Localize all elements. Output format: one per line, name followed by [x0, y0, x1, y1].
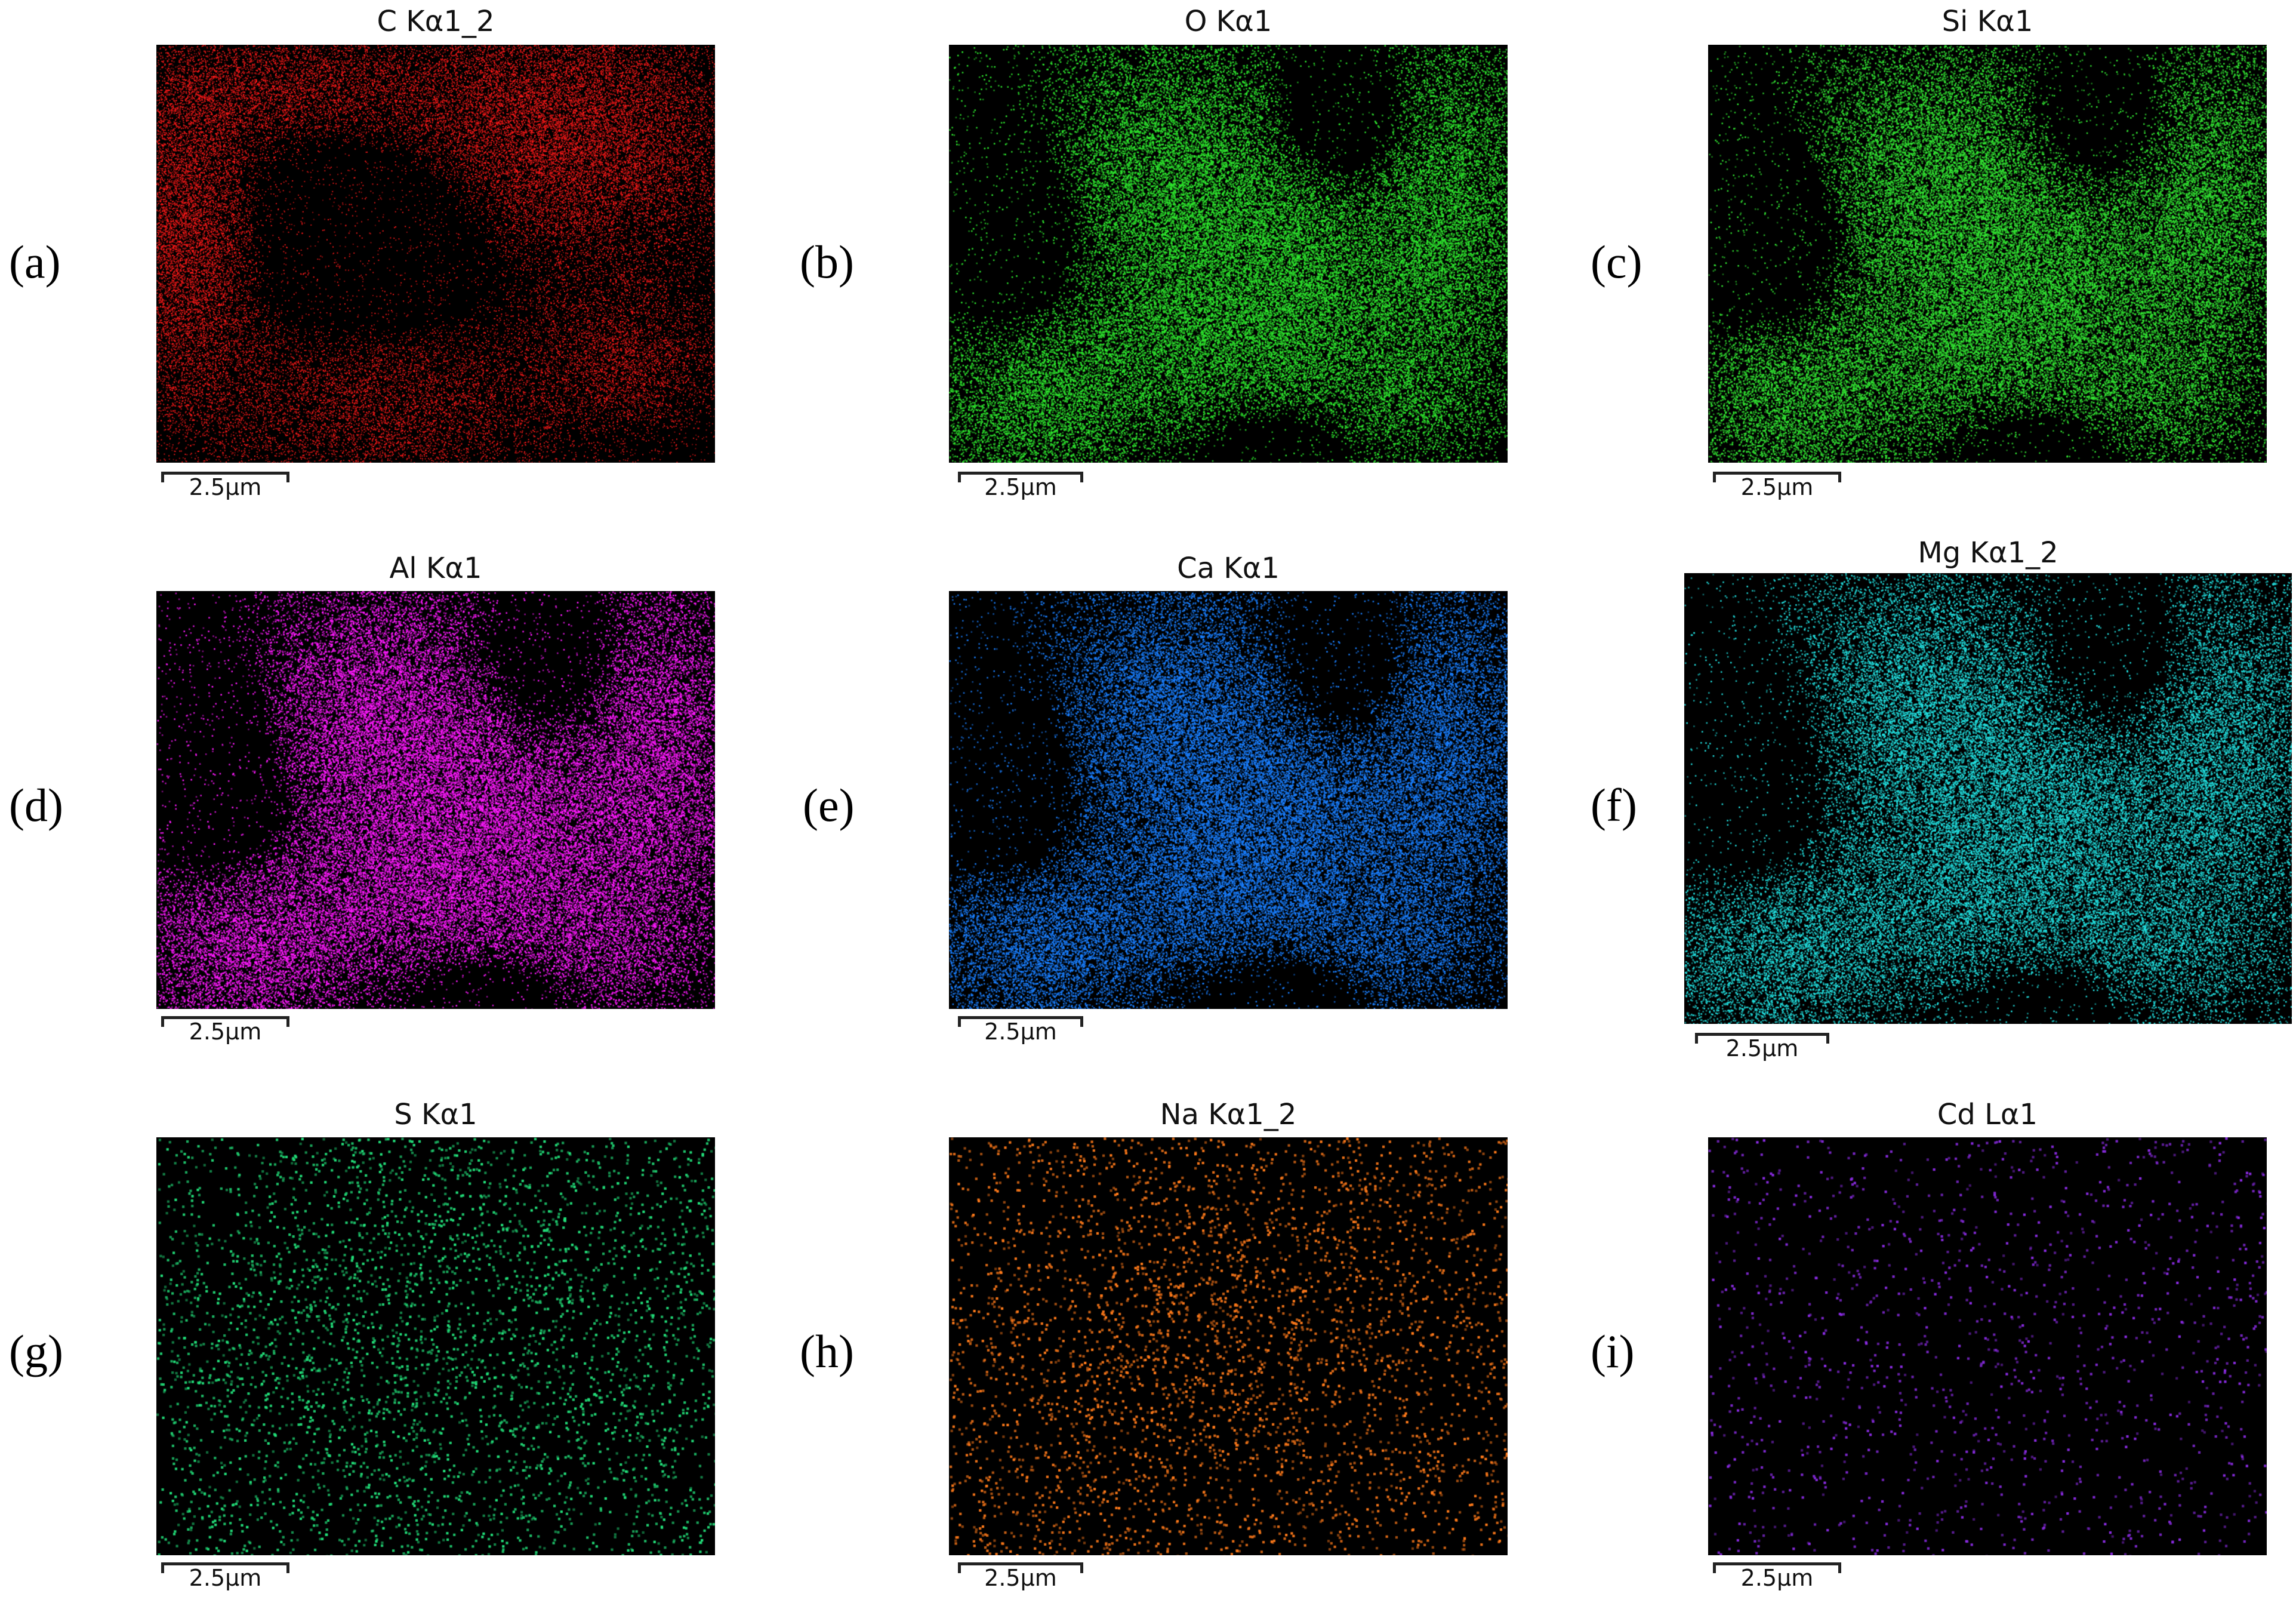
element-map-calcium — [949, 591, 1508, 1009]
element-map-sodium-canvas — [949, 1137, 1508, 1555]
scale-label-g: 2.5µm — [189, 1565, 262, 1591]
element-map-silicon — [1708, 45, 2267, 463]
element-map-silicon-canvas — [1708, 45, 2267, 463]
panel-letter-e: (e) — [803, 779, 855, 831]
scale-label-a: 2.5µm — [189, 474, 262, 500]
scale-bar-a — [161, 472, 289, 482]
map-title-oxygen: O Kα1 — [1184, 5, 1272, 38]
panel-letter-d: (d) — [9, 779, 63, 831]
scale-bar-e — [958, 1016, 1083, 1027]
panel-letter-f: (f) — [1591, 779, 1637, 831]
scale-label-e: 2.5µm — [984, 1019, 1057, 1045]
scale-label-i: 2.5µm — [1740, 1565, 1814, 1591]
scale-bar-g — [161, 1562, 289, 1573]
panel-letter-g: (g) — [9, 1325, 63, 1377]
panel-letter-c: (c) — [1591, 236, 1642, 288]
element-map-carbon-canvas — [156, 45, 715, 463]
scale-bar-f — [1695, 1033, 1829, 1044]
map-title-cadmium: Cd Lα1 — [1937, 1098, 2038, 1131]
element-map-sodium — [949, 1137, 1508, 1555]
element-map-aluminium — [156, 591, 715, 1009]
panel-letter-i: (i) — [1591, 1325, 1635, 1377]
scale-label-h: 2.5µm — [984, 1565, 1057, 1591]
element-map-carbon — [156, 45, 715, 463]
map-title-sodium: Na Kα1_2 — [1160, 1098, 1297, 1131]
panel-letter-h: (h) — [800, 1325, 854, 1377]
scale-bar-d — [161, 1016, 289, 1027]
element-map-sulfur — [156, 1137, 715, 1555]
element-map-oxygen-canvas — [949, 45, 1508, 463]
map-title-calcium: Ca Kα1 — [1177, 552, 1280, 585]
element-map-sulfur-canvas — [156, 1137, 715, 1555]
map-title-magnesium: Mg Kα1_2 — [1918, 536, 2058, 570]
map-title-silicon: Si Kα1 — [1941, 5, 2033, 38]
scale-label-b: 2.5µm — [984, 474, 1057, 500]
element-map-calcium-canvas — [949, 591, 1508, 1009]
scale-bar-i — [1713, 1562, 1841, 1573]
scale-bar-c — [1713, 472, 1841, 482]
scale-bar-h — [958, 1562, 1083, 1573]
element-map-cadmium-canvas — [1708, 1137, 2267, 1555]
panel-letter-a: (a) — [9, 236, 61, 288]
map-title-sulfur: S Kα1 — [394, 1098, 477, 1131]
element-map-cadmium — [1708, 1137, 2267, 1555]
element-map-magnesium-canvas — [1684, 573, 2292, 1024]
map-title-aluminium: Al Kα1 — [389, 552, 482, 585]
element-map-magnesium — [1684, 573, 2292, 1024]
scale-bar-b — [958, 472, 1083, 482]
map-title-carbon: C Kα1_2 — [377, 5, 495, 38]
scale-label-f: 2.5µm — [1725, 1035, 1799, 1061]
panel-letter-b: (b) — [800, 236, 854, 288]
element-map-aluminium-canvas — [156, 591, 715, 1009]
scale-label-d: 2.5µm — [189, 1019, 262, 1045]
scale-label-c: 2.5µm — [1740, 474, 1814, 500]
element-map-oxygen — [949, 45, 1508, 463]
